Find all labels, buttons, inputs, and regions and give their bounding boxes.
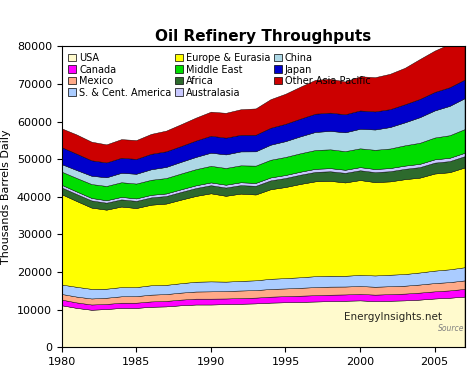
Text: EnergyInsights.net: EnergyInsights.net (344, 312, 442, 322)
Legend: USA, Canada, Mexico, S. & Cent. America, Europe & Eurasia, Middle East, Africa, : USA, Canada, Mexico, S. & Cent. America,… (66, 51, 373, 100)
Y-axis label: Thousands Barrels Daily: Thousands Barrels Daily (1, 130, 11, 264)
Title: Oil Refinery Throughputs: Oil Refinery Throughputs (155, 29, 371, 44)
Text: Source: Source (438, 324, 465, 333)
